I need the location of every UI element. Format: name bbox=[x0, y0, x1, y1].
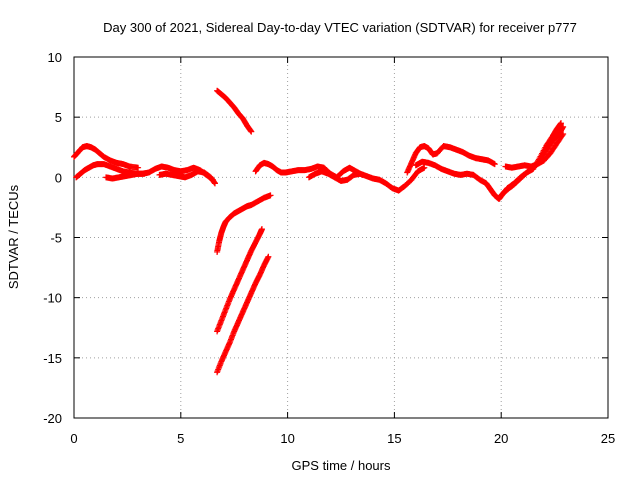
series-arc-6 bbox=[214, 87, 255, 135]
series-arc-9 bbox=[214, 253, 272, 376]
y-tick-label: -10 bbox=[43, 291, 62, 306]
series-arc-8 bbox=[214, 226, 265, 335]
data-point bbox=[267, 192, 274, 199]
data-point bbox=[265, 253, 272, 260]
chart-title: Day 300 of 2021, Sidereal Day-to-day VTE… bbox=[103, 20, 577, 35]
y-tick-labels: -20 -15 -10 -5 0 5 10 bbox=[43, 50, 62, 426]
x-tick-label: 20 bbox=[494, 431, 508, 446]
data-point-interp bbox=[559, 132, 566, 139]
series-arc-3 bbox=[103, 170, 148, 182]
data-point bbox=[491, 161, 498, 168]
data-point bbox=[558, 120, 565, 127]
data-point bbox=[421, 164, 428, 171]
series-arc-7 bbox=[214, 192, 274, 255]
data-point bbox=[211, 180, 218, 187]
series-arc-5 bbox=[156, 168, 218, 187]
series-arc-1 bbox=[71, 143, 142, 171]
data-point bbox=[560, 131, 567, 138]
data-point bbox=[258, 226, 265, 233]
x-tick-label: 15 bbox=[387, 431, 401, 446]
series-arc-13 bbox=[412, 158, 511, 202]
y-tick-label: -5 bbox=[50, 231, 62, 246]
y-tick-label: 5 bbox=[55, 110, 62, 125]
data-point bbox=[135, 164, 142, 171]
y-tick-label: -20 bbox=[43, 411, 62, 426]
y-tick-label: -15 bbox=[43, 351, 62, 366]
x-tick-label: 25 bbox=[601, 431, 615, 446]
x-tick-label: 5 bbox=[177, 431, 184, 446]
series-arc-12 bbox=[404, 143, 498, 176]
data-point bbox=[141, 170, 148, 177]
x-axis-label: GPS time / hours bbox=[292, 458, 391, 473]
data-point bbox=[248, 128, 255, 135]
series-arc-16 bbox=[504, 120, 565, 192]
data-points bbox=[71, 87, 567, 376]
x-tick-label: 10 bbox=[280, 431, 294, 446]
y-tick-label: 10 bbox=[48, 50, 62, 65]
x-tick-label: 0 bbox=[70, 431, 77, 446]
y-axis-label: SDTVAR / TECUs bbox=[6, 184, 21, 289]
x-tick-labels: 0 5 10 15 20 25 bbox=[70, 431, 615, 446]
grid-lines bbox=[74, 57, 608, 418]
y-tick-label: 0 bbox=[55, 170, 62, 185]
series-arc-11 bbox=[305, 164, 428, 194]
